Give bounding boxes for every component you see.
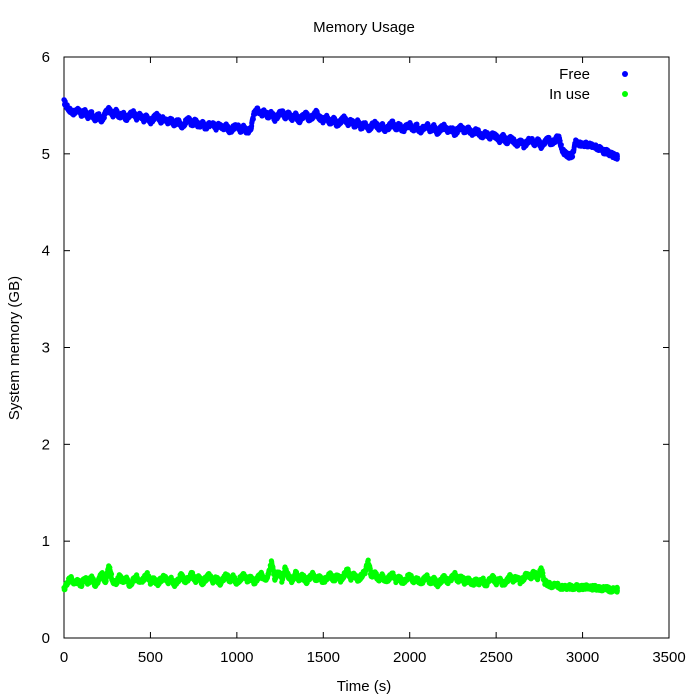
y-tick-label: 3	[42, 340, 50, 357]
x-tick-label: 3000	[566, 649, 599, 666]
data-point	[558, 142, 564, 148]
y-axis: 0 1 2 3 4 5 6	[42, 49, 669, 647]
legend: Free In use	[549, 66, 628, 103]
data-point	[108, 571, 115, 577]
x-tick-label: 0	[60, 649, 68, 666]
legend-label: In use	[549, 86, 590, 103]
data-point	[614, 588, 620, 594]
chart-title: Memory Usage	[313, 19, 415, 36]
x-tick-label: 3500	[652, 649, 685, 666]
data-point	[250, 116, 256, 122]
y-tick-label: 5	[42, 146, 50, 163]
x-axis: 0 500 1000 1500 2000 2500 3000 3500	[60, 57, 686, 666]
data-point	[557, 138, 563, 144]
legend-label: Free	[559, 66, 590, 83]
y-tick-label: 4	[42, 243, 50, 260]
legend-marker	[622, 71, 628, 77]
x-tick-label: 2500	[479, 649, 512, 666]
legend-marker	[622, 91, 628, 97]
x-tick-label: 500	[138, 649, 163, 666]
y-axis-label: System memory (GB)	[6, 276, 23, 420]
y-tick-label: 6	[42, 49, 50, 66]
data-point	[569, 154, 576, 160]
data-point	[365, 557, 371, 563]
series-layer	[61, 97, 620, 595]
series-in-use	[61, 557, 620, 595]
data-point	[614, 152, 620, 158]
x-axis-label: Time (s)	[337, 678, 391, 695]
data-point	[614, 584, 620, 590]
x-tick-label: 1500	[307, 649, 340, 666]
y-tick-label: 0	[42, 630, 50, 647]
y-tick-label: 1	[42, 533, 50, 550]
series-free	[61, 97, 620, 162]
y-tick-label: 2	[42, 436, 50, 453]
x-tick-label: 2000	[393, 649, 426, 666]
x-tick-label: 1000	[220, 649, 253, 666]
